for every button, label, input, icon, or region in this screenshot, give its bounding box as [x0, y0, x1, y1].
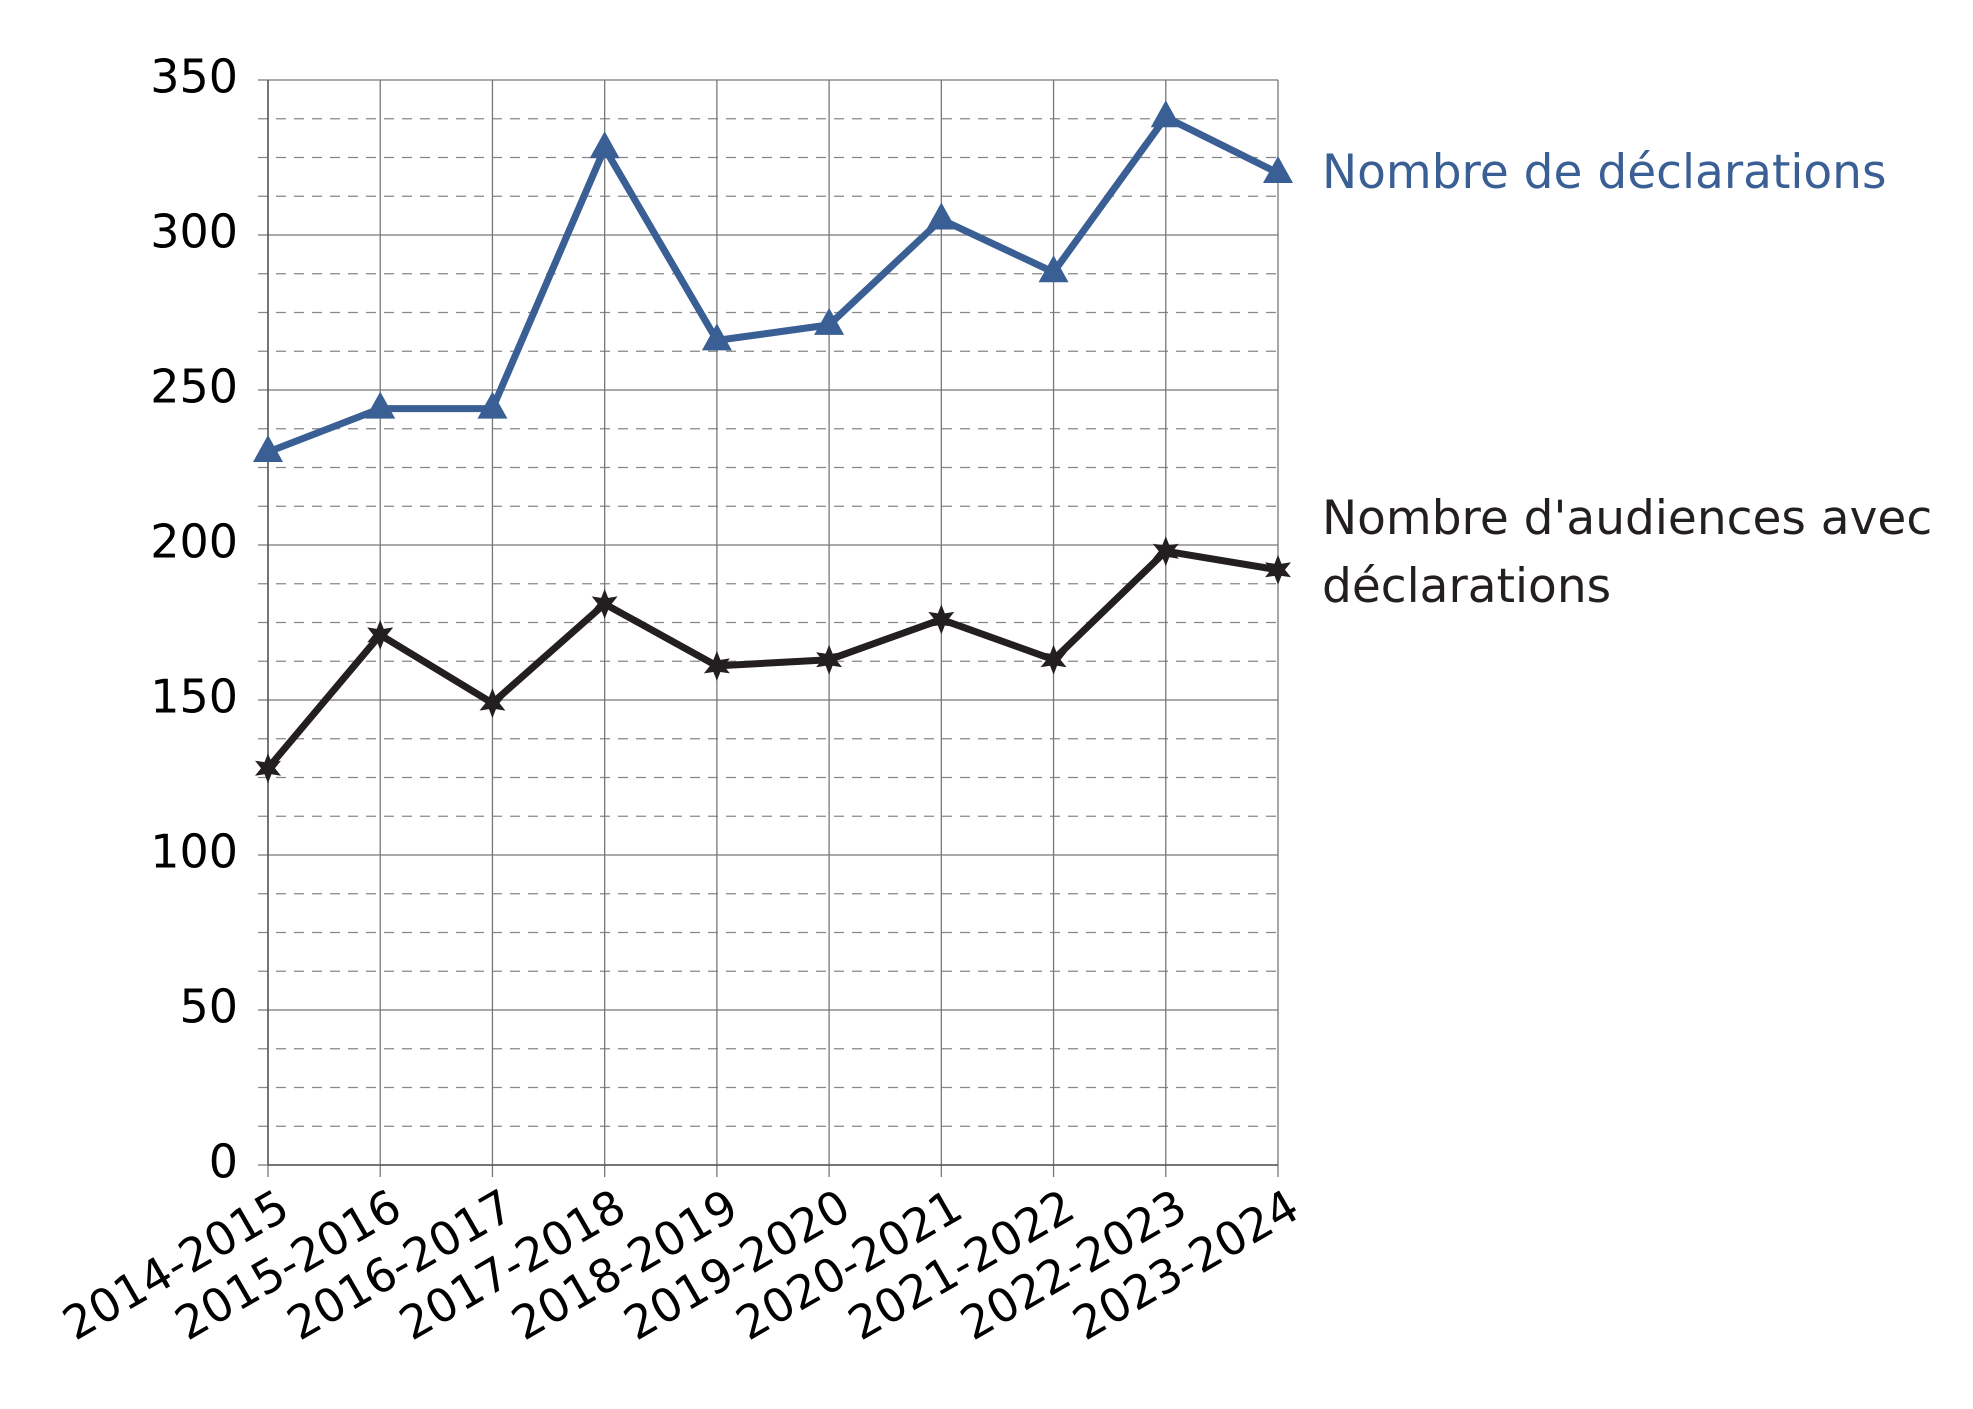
point — [1150, 100, 1181, 128]
y-tick-label: 300 — [150, 205, 238, 259]
y-tick-label: 350 — [150, 50, 238, 104]
y-tick-label: 150 — [150, 670, 238, 724]
point — [367, 619, 394, 650]
y-tick-label: 50 — [179, 980, 238, 1034]
point — [253, 435, 283, 462]
point — [589, 131, 620, 159]
point — [591, 588, 618, 619]
point — [926, 202, 957, 230]
series-line — [265, 547, 1279, 771]
point — [1152, 536, 1179, 567]
series-label: Nombre de déclarations — [1322, 145, 1887, 200]
point — [1040, 644, 1067, 675]
y-tick-label: 0 — [209, 1135, 238, 1189]
point — [1265, 554, 1291, 585]
y-tick-label: 250 — [150, 360, 238, 414]
point — [255, 753, 281, 784]
series-line — [266, 113, 1280, 456]
y-tick-label: 200 — [150, 515, 238, 569]
point — [479, 688, 506, 719]
point — [477, 391, 508, 419]
point — [703, 650, 730, 681]
point — [701, 323, 732, 351]
series-label: Nombre d'audiences avec déclarations — [1322, 490, 1933, 614]
point — [814, 307, 845, 335]
y-tick-label: 100 — [150, 825, 238, 879]
point — [928, 604, 955, 635]
point — [1038, 255, 1069, 283]
point — [1263, 156, 1293, 183]
point — [365, 391, 396, 419]
point — [816, 644, 843, 675]
